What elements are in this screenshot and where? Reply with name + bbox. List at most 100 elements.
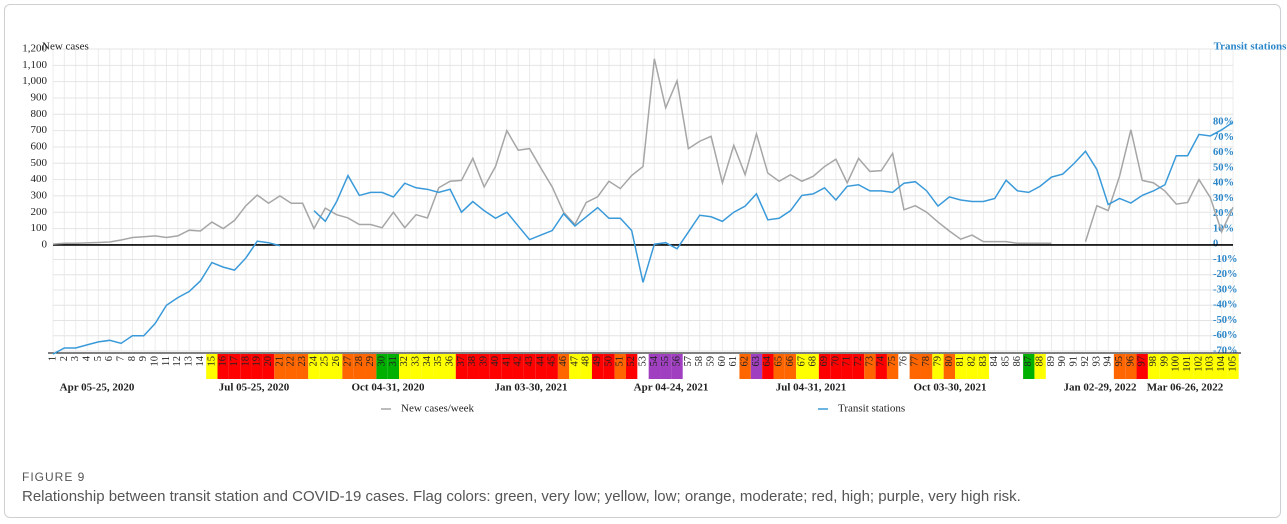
- x-tick-label: 37: [456, 356, 467, 367]
- y2-tick-label: 50%: [1213, 162, 1234, 173]
- x-tick-label: 98: [1148, 356, 1159, 367]
- series-line: [52, 121, 1234, 355]
- flag-cell: [614, 354, 626, 379]
- flag-cell: [603, 354, 615, 379]
- flag-cell: [932, 354, 944, 379]
- flag-cell: [660, 354, 672, 379]
- period-label: Apr 05-25, 2020: [60, 382, 135, 394]
- flag-cell: [966, 354, 978, 379]
- x-tick-label: 80: [944, 356, 955, 367]
- flag-cell: [818, 354, 831, 379]
- y2-tick-label: 60%: [1213, 147, 1234, 158]
- legend-label: Transit stations: [838, 403, 905, 415]
- flag-cell: [296, 354, 309, 379]
- x-tick-label: 85: [1000, 356, 1011, 367]
- x-tick-label: 103: [1205, 356, 1216, 372]
- x-tick-label: 27: [342, 356, 353, 367]
- chart: 0 100 200 300 400 500 600 700 800 900 1,000 1,100 1,…: [22, 41, 1287, 415]
- x-tick-label: 100: [1171, 356, 1182, 372]
- flag-cell: [750, 354, 763, 379]
- flag-cell: [330, 354, 343, 379]
- flag-cell: [1159, 354, 1171, 379]
- flag-cell: [909, 354, 921, 379]
- flag-cell: [886, 354, 899, 379]
- flag-cell: [557, 354, 570, 379]
- x-tick-label: 67: [796, 356, 807, 367]
- x-tick-label: 91: [1069, 356, 1080, 367]
- y2-tick-label: -30%: [1213, 284, 1238, 295]
- y-tick-label: 1,000: [22, 75, 47, 87]
- flag-cell: [535, 354, 547, 379]
- x-tick-label: 39: [479, 356, 490, 367]
- flag-cell: [444, 354, 456, 379]
- x-tick-label: 95: [1114, 356, 1125, 367]
- flag-cell: [478, 354, 490, 379]
- x-tick-label: 97: [1137, 356, 1148, 367]
- flag-cell: [262, 354, 275, 379]
- flag-cell: [580, 354, 592, 379]
- flag-cell: [830, 354, 842, 379]
- flag-cell: [421, 354, 434, 379]
- x-tick-label: 21: [274, 356, 285, 367]
- flag-cell: [841, 354, 853, 379]
- x-tick-label: 49: [592, 356, 603, 367]
- flag-cell: [920, 354, 933, 379]
- x-tick-label: 83: [978, 356, 989, 367]
- x-tick-label: 2: [59, 356, 70, 361]
- flag-cell: [796, 354, 808, 379]
- x-tick-label: 68: [808, 356, 819, 367]
- x-tick-label: 34: [422, 355, 433, 366]
- x-tick-label: 77: [910, 356, 921, 367]
- x-tick-label: 17: [229, 356, 240, 367]
- x-tick-label: 65: [774, 356, 785, 367]
- x-tick-label: 3: [70, 356, 81, 361]
- flag-cell: [671, 354, 683, 379]
- figure-frame: [4, 4, 1281, 518]
- x-tick-label: 25: [320, 356, 331, 367]
- y-tick-label: 600: [31, 140, 48, 152]
- flag-cell: [648, 354, 661, 379]
- y2-tick-label: 20%: [1213, 208, 1234, 219]
- flag-cell: [739, 354, 751, 379]
- x-tick-label: 86: [1012, 356, 1023, 367]
- period-label: Jul 04-31, 2021: [776, 382, 847, 394]
- x-tick-label: 13: [184, 356, 195, 367]
- x-tick-label: 101: [1182, 356, 1193, 372]
- y-tick-label: 300: [31, 189, 48, 201]
- flag-cell: [410, 354, 422, 379]
- flag-cell: [228, 354, 241, 379]
- x-tick-label: 96: [1125, 356, 1136, 367]
- x-tick-label: 14: [195, 355, 206, 366]
- x-tick-label: 90: [1057, 356, 1068, 367]
- y2-tick-label: 40%: [1213, 178, 1234, 189]
- x-tick-label: 93: [1091, 356, 1102, 367]
- flag-cell: [251, 354, 263, 379]
- x-tick-label: 44: [535, 355, 546, 366]
- y2-tick-label: -60%: [1213, 330, 1238, 341]
- y2-tick-label: -50%: [1213, 315, 1238, 326]
- flag-cell: [523, 354, 536, 379]
- x-tick-label: 40: [490, 356, 501, 367]
- caption: Relationship between transit station and…: [22, 488, 1021, 505]
- flag-cell: [1215, 354, 1228, 379]
- x-tick-label: 59: [705, 356, 716, 367]
- x-tick-label: 104: [1216, 355, 1227, 372]
- x-tick-label: 55: [660, 356, 671, 367]
- x-tick-label: 102: [1193, 356, 1204, 372]
- flag-cell: [546, 354, 558, 379]
- x-tick-label: 10: [150, 356, 161, 367]
- x-tick-label: 26: [331, 356, 342, 367]
- x-tick-label: 22: [286, 356, 297, 367]
- x-tick-label: 60: [717, 356, 728, 367]
- period-label: Oct 03-30, 2021: [913, 382, 986, 394]
- x-tick-label: 88: [1035, 356, 1046, 367]
- y2-tick-label: -20%: [1213, 269, 1238, 280]
- x-tick-label: 43: [524, 356, 535, 367]
- y2-tick-label: -40%: [1213, 300, 1238, 311]
- flag-cell: [274, 354, 286, 379]
- x-tick-label: 84: [989, 355, 1000, 366]
- flag-cell: [1170, 354, 1182, 379]
- flag-cell: [784, 354, 797, 379]
- flag-cell: [1034, 354, 1046, 379]
